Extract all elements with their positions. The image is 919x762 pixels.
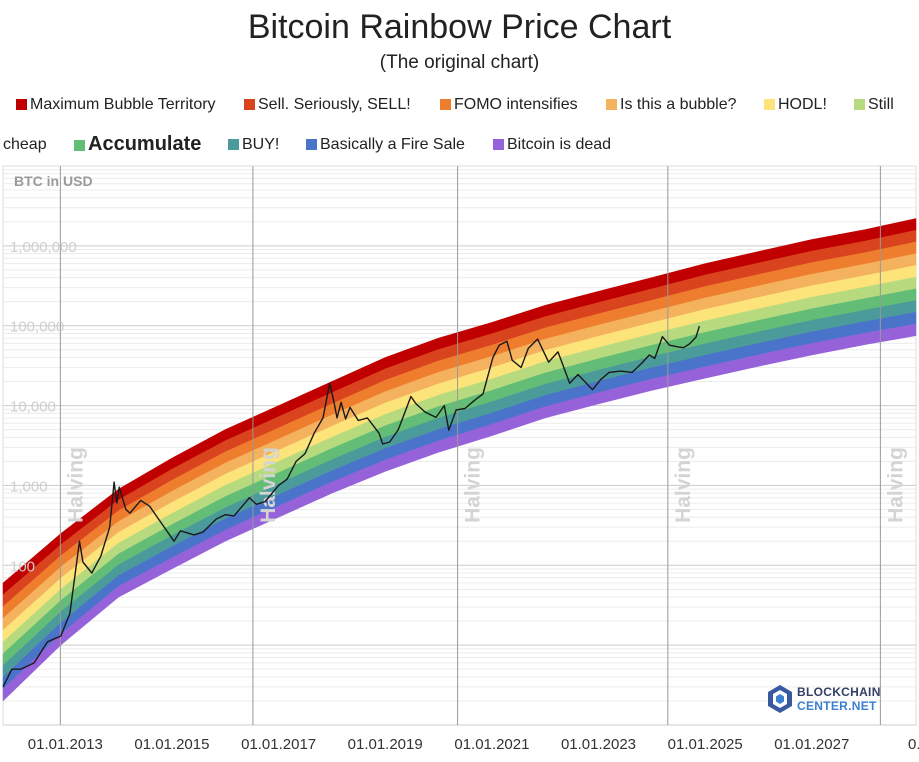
legend-item-maximum-bubble[interactable]: Maximum Bubble Territory xyxy=(16,96,216,114)
halving-label: Halving xyxy=(672,447,695,523)
legend-swatch xyxy=(16,99,27,110)
y-tick-label: 10,000 xyxy=(10,399,56,416)
btc-price-line xyxy=(2,325,701,688)
legend-label: FOMO intensifies xyxy=(454,96,578,113)
legend-item-buy[interactable]: BUY! xyxy=(228,136,279,154)
legend-item-fomo[interactable]: FOMO intensifies xyxy=(440,96,578,114)
legend-item-sell[interactable]: Sell. Seriously, SELL! xyxy=(244,96,411,114)
legend-label: Maximum Bubble Territory xyxy=(30,96,216,113)
legend-swatch xyxy=(228,139,239,150)
y-tick-label: 1,000 xyxy=(10,478,48,495)
logo-text-line1: BLOCKCHAIN xyxy=(797,685,881,699)
legend-label: HODL! xyxy=(778,96,827,113)
legend-item-accumulate[interactable]: Accumulate xyxy=(74,133,201,156)
legend-label: Bitcoin is dead xyxy=(507,136,612,153)
legend-label: Is this a bubble? xyxy=(620,96,737,113)
legend-swatch xyxy=(493,139,504,150)
legend-item-still-cheap-cont[interactable]: cheap xyxy=(3,136,47,154)
legend-swatch xyxy=(606,99,617,110)
chart-title: Bitcoin Rainbow Price Chart xyxy=(247,8,672,46)
logo-text-line2: CENTER.NET xyxy=(797,699,877,713)
logo-icon xyxy=(768,685,792,713)
legend-item-fire-sale[interactable]: Basically a Fire Sale xyxy=(306,136,465,154)
x-tick-label: 01.01.2017 xyxy=(241,736,316,753)
legend-swatch xyxy=(764,99,775,110)
y-tick-label: 1,000,000 xyxy=(10,239,77,256)
legend-label: Accumulate xyxy=(88,133,202,155)
legend-item-bubble[interactable]: Is this a bubble? xyxy=(606,96,737,114)
halving-label: Halving xyxy=(884,447,907,523)
x-tick-label: 01.01.2027 xyxy=(774,736,849,753)
legend-swatch xyxy=(244,99,255,110)
legend-item-still-cheap[interactable]: Still xyxy=(854,96,894,114)
legend-item-bitcoin-dead[interactable]: Bitcoin is dead xyxy=(493,136,611,154)
halving-label: Halving xyxy=(257,447,280,523)
legend-label: Basically a Fire Sale xyxy=(320,136,465,153)
y-axis-title: BTC in USD xyxy=(14,173,93,189)
legend-swatch xyxy=(74,140,85,151)
legend-label: Sell. Seriously, SELL! xyxy=(258,96,411,113)
x-tick-label: 01.01.2021 xyxy=(454,736,529,753)
chart-subtitle: (The original chart) xyxy=(379,52,540,73)
legend-swatch xyxy=(306,139,317,150)
halving-label: Halving xyxy=(462,447,485,523)
legend-label: Still xyxy=(868,96,894,113)
y-tick-label: 100 xyxy=(10,558,35,575)
halving-label: Halving xyxy=(64,447,87,523)
x-tick-label: 01.01.2013 xyxy=(28,736,103,753)
legend-label: BUY! xyxy=(242,136,280,153)
chart-plot: Halving Halving Halving Halving Halving 100 1,… xyxy=(2,165,919,753)
legend-swatch xyxy=(854,99,865,110)
blockchaincenter-logo: BLOCKCHAIN CENTER.NET xyxy=(767,683,882,717)
band-bitcoin-is-dead xyxy=(2,323,917,702)
x-tick-label: 01.01.2023 xyxy=(561,736,636,753)
x-tick-label: 01.01.2015 xyxy=(134,736,209,753)
legend-item-hodl[interactable]: HODL! xyxy=(764,96,827,114)
legend-label: cheap xyxy=(3,136,47,153)
x-tick-label: 01.01.2019 xyxy=(348,736,423,753)
y-tick-label: 100,000 xyxy=(10,319,64,336)
legend-swatch xyxy=(440,99,451,110)
x-tick-label: 01.01.2025 xyxy=(668,736,743,753)
x-tick-label: 0... xyxy=(908,736,919,753)
